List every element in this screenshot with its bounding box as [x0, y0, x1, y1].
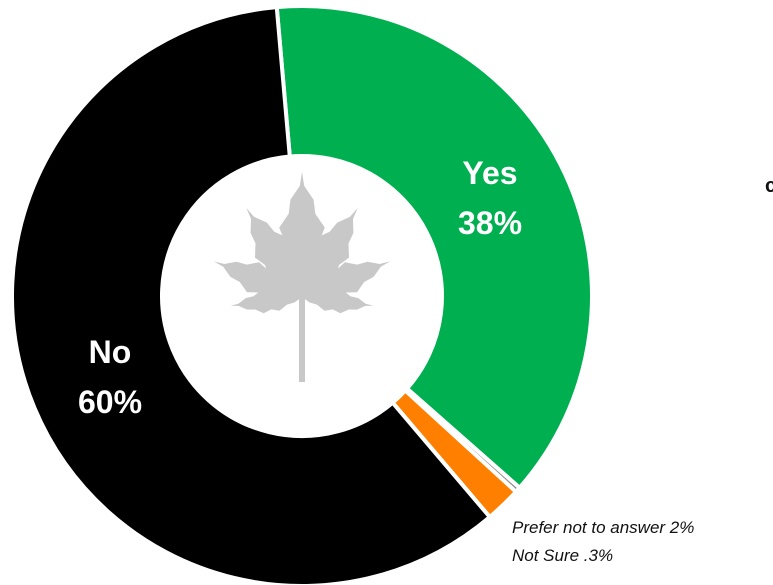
donut-slice-no [10, 4, 493, 585]
slice-label-no: No [89, 334, 132, 370]
cut-off-text: c [765, 175, 773, 197]
donut-slices [10, 4, 594, 585]
slice-value-yes: 38% [458, 205, 522, 241]
cannabis-leaf-icon [213, 172, 391, 382]
donut-slice-yes [274, 4, 594, 491]
annotation-not-sure: Not Sure .3% [512, 546, 613, 565]
slice-label-yes: Yes [462, 155, 517, 191]
annotation-prefer-not-to-answer: Prefer not to answer 2% [512, 518, 694, 537]
slice-value-no: 60% [78, 384, 142, 420]
